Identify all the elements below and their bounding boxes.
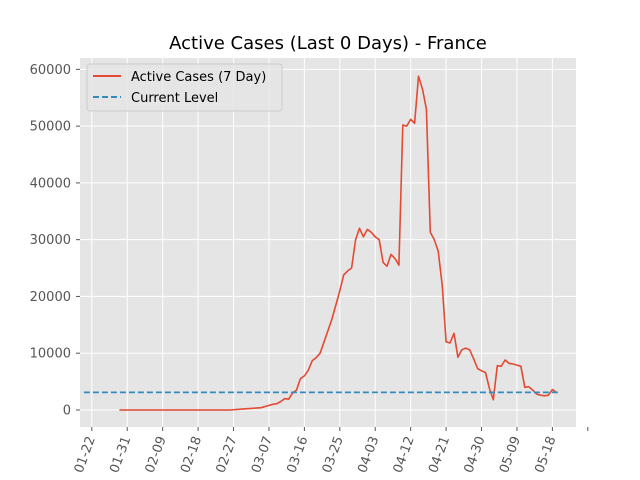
x-tick-label: 04-12 — [391, 434, 418, 475]
x-tick-label: 01-31 — [107, 434, 134, 475]
series-layer — [83, 75, 561, 411]
x-tick-label: 04-21 — [426, 434, 453, 475]
y-tick-label: 30000 — [30, 233, 71, 248]
legend-box — [86, 63, 283, 112]
y-tick-label: 40000 — [30, 176, 71, 191]
x-tick-label: 04-03 — [355, 434, 382, 475]
x-axis: 01-22 01-31 02-09 02-18 02-27 03-07 03-16 03-25… — [72, 427, 589, 475]
x-tick-label: 03-25 — [320, 434, 347, 475]
x-tick-label: 01-22 — [72, 434, 99, 475]
y-tick-label: 60000 — [30, 63, 71, 78]
x-tick-label: 03-16 — [284, 434, 311, 475]
series-line-0 — [119, 75, 557, 411]
y-tick-label: 0 — [63, 403, 71, 418]
y-tick-label: 20000 — [30, 290, 71, 305]
y-tick-label: 50000 — [30, 120, 71, 135]
y-tick-label: 10000 — [30, 347, 71, 362]
x-tick-label: 05-09 — [497, 434, 524, 475]
y-axis: 0 10000 20000 30000 40000 50000 60000 — [30, 63, 80, 418]
x-tick-label: 05-18 — [532, 434, 559, 475]
legend: Active Cases (7 Day) Current Level — [86, 63, 283, 112]
x-tick-label: 02-09 — [143, 434, 170, 475]
grid — [80, 58, 576, 427]
legend-label-active-cases: Active Cases (7 Day) — [131, 70, 266, 85]
x-tick-label: 02-18 — [178, 434, 205, 475]
x-tick-label: 03-07 — [249, 434, 276, 475]
x-tick-label: 02-27 — [214, 434, 241, 475]
x-tick-label: 04-30 — [462, 434, 489, 475]
plot-area — [80, 58, 576, 427]
chart-title: Active Cases (Last 0 Days) - France — [169, 33, 487, 54]
legend-label-current-level: Current Level — [131, 91, 218, 106]
